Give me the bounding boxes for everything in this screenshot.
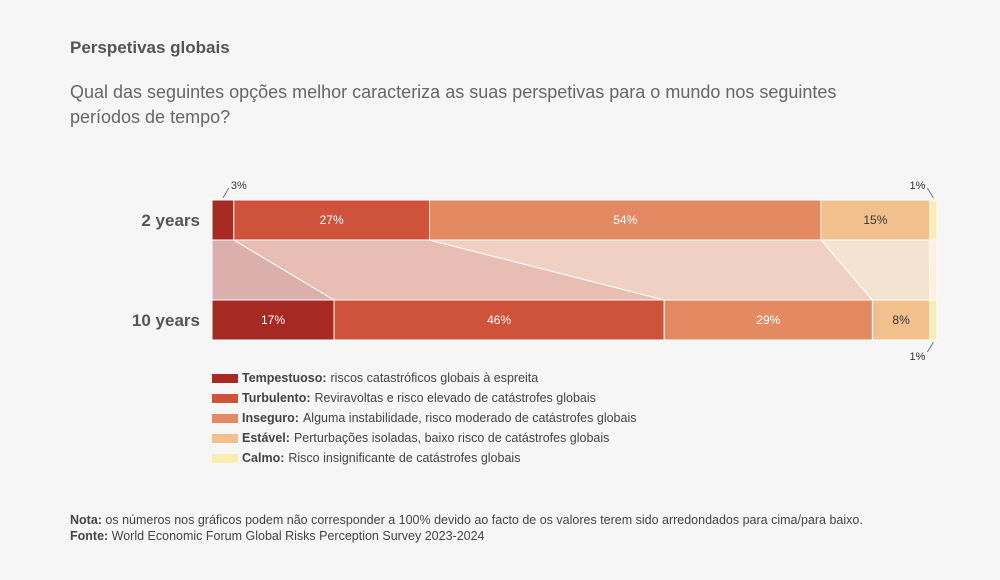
data-label: 3%: [231, 180, 247, 192]
data-label: 27%: [320, 213, 344, 227]
data-label: 1%: [909, 180, 925, 192]
connector-band-4: [929, 239, 938, 301]
chart-title: Perspetivas globais: [70, 38, 230, 57]
leader-line: [926, 187, 934, 199]
note-line: Nota: os números nos gráficos podem não …: [70, 512, 863, 528]
category-label: 10 years: [132, 311, 200, 330]
legend-name: Turbulento:: [242, 391, 311, 405]
bar-segment: [929, 199, 938, 241]
bar-segment: [663, 299, 873, 341]
note-label: Nota:: [70, 513, 102, 527]
bar-segment: [211, 199, 235, 241]
data-label: 1%: [910, 351, 926, 363]
stacked-bar-chart: 2 years 3% 27% 54% 15% 1% 10 years 17% 46% 29% 8% 1…: [132, 180, 938, 363]
legend: Tempestuoso: riscos catastróficos globai…: [212, 368, 636, 468]
legend-name: Tempestuoso:: [242, 371, 327, 385]
leader-line: [926, 341, 934, 353]
bar-segment: [211, 299, 335, 341]
legend-swatch-calmo: [212, 453, 238, 463]
bar-segment: [233, 199, 430, 241]
data-label: 46%: [487, 313, 511, 327]
legend-swatch-estavel: [212, 433, 238, 443]
category-label: 2 years: [141, 211, 200, 230]
footnotes: Nota: os números nos gráficos podem não …: [70, 512, 863, 544]
leader-line: [222, 187, 230, 199]
legend-desc: Perturbações isoladas, baixo risco de ca…: [293, 431, 610, 445]
data-label: 17%: [261, 313, 285, 327]
source-line: Fonte: World Economic Forum Global Risks…: [70, 528, 863, 544]
data-label: 15%: [863, 213, 887, 227]
connector-bands: [211, 239, 938, 301]
legend-name: Estável:: [242, 431, 290, 445]
legend-name: Inseguro:: [242, 411, 299, 425]
legend-item-tempestuoso: Tempestuoso: riscos catastróficos globai…: [212, 368, 636, 388]
legend-desc: Reviravoltas e risco elevado de catástro…: [314, 391, 596, 405]
legend-desc: Alguma instabilidade, risco moderado de …: [302, 411, 637, 425]
data-label: 29%: [756, 313, 780, 327]
chart-question: Qual das seguintes opções melhor caracte…: [70, 82, 837, 127]
legend-swatch-tempestuoso: [212, 373, 238, 383]
source-text: World Economic Forum Global Risks Percep…: [108, 529, 485, 543]
note-text: os números nos gráficos podem não corres…: [101, 513, 863, 527]
legend-item-inseguro: Inseguro: Alguma instabilidade, risco mo…: [212, 408, 636, 428]
legend-desc: Risco insignificante de catástrofes glob…: [288, 451, 521, 465]
bar-segment: [929, 299, 938, 341]
legend-name: Calmo:: [242, 451, 285, 465]
legend-desc: riscos catastróficos globais à espreita: [330, 371, 539, 385]
data-label: 54%: [613, 213, 637, 227]
legend-item-calmo: Calmo: Risco insignificante de catástrof…: [212, 448, 636, 468]
legend-swatch-turbulento: [212, 393, 238, 403]
legend-item-turbulento: Turbulento: Reviravoltas e risco elevado…: [212, 388, 636, 408]
bar-segment: [871, 299, 931, 341]
bar-segment: [820, 199, 931, 241]
data-label: 8%: [892, 313, 910, 327]
bar-segment: [429, 199, 822, 241]
legend-item-estavel: Estável: Perturbações isoladas, baixo ri…: [212, 428, 636, 448]
source-label: Fonte:: [70, 529, 109, 543]
legend-swatch-inseguro: [212, 413, 238, 423]
bar-segment: [333, 299, 665, 341]
